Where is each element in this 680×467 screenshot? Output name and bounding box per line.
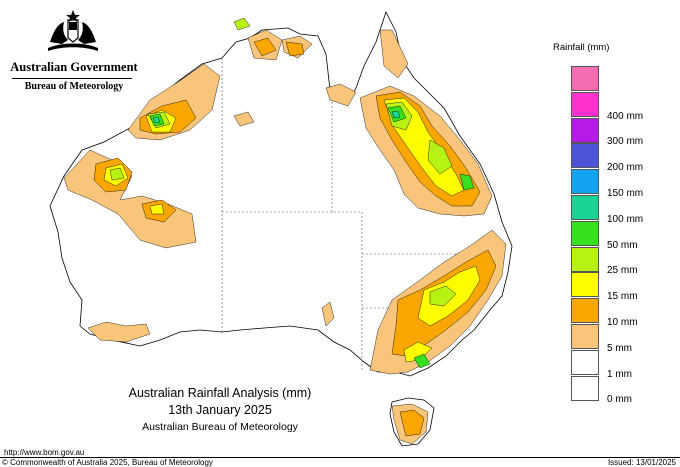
legend-label: 400 mm	[607, 110, 644, 122]
map-source: Australian Bureau of Meteorology	[142, 421, 298, 433]
legend-swatch	[571, 169, 599, 195]
agency-name: Bureau of Meteorology	[24, 81, 124, 92]
legend-swatch	[571, 324, 599, 349]
legend-swatch	[571, 91, 599, 117]
legend-label: 200 mm	[607, 162, 644, 174]
legend-label: 5 mm	[607, 342, 632, 354]
legend-title: Rainfall (mm)	[553, 42, 610, 53]
legend-swatch	[571, 220, 599, 246]
legend-swatch	[571, 117, 599, 143]
legend-swatch	[571, 375, 599, 401]
legend-label: 50 mm	[607, 239, 638, 251]
legend-swatch	[571, 143, 599, 169]
legend-label: 25 mm	[607, 265, 638, 277]
rainfall-band-50mm	[152, 110, 401, 124]
legend-label: 100 mm	[607, 213, 644, 225]
logo-divider	[12, 78, 132, 79]
legend-label: 1 mm	[607, 368, 632, 380]
map-date: 13th January 2025	[168, 403, 272, 417]
footer-divider	[0, 457, 680, 458]
legend-label: 0 mm	[607, 394, 632, 406]
legend-label: 15 mm	[607, 291, 638, 303]
map-title: Australian Rainfall Analysis (mm)	[128, 386, 312, 400]
legend-swatch	[571, 272, 599, 298]
coat-of-arms-icon	[48, 10, 98, 51]
legend-swatch	[571, 349, 599, 375]
legend-label: 150 mm	[607, 188, 644, 199]
copyright-notice: © Commonwealth of Australia 2025, Bureau…	[2, 458, 213, 467]
legend-swatch	[571, 246, 599, 272]
bom-website-link[interactable]: http://www.bom.gov.au	[4, 448, 85, 457]
legend-swatch	[571, 298, 599, 324]
legend-label: 10 mm	[607, 317, 638, 328]
government-name: Australian Government	[10, 60, 138, 74]
issued-date: Issued: 13/01/2025	[607, 458, 676, 467]
legend-swatch	[571, 66, 599, 91]
legend-label: 300 mm	[607, 136, 644, 148]
legend-swatch	[571, 195, 599, 220]
